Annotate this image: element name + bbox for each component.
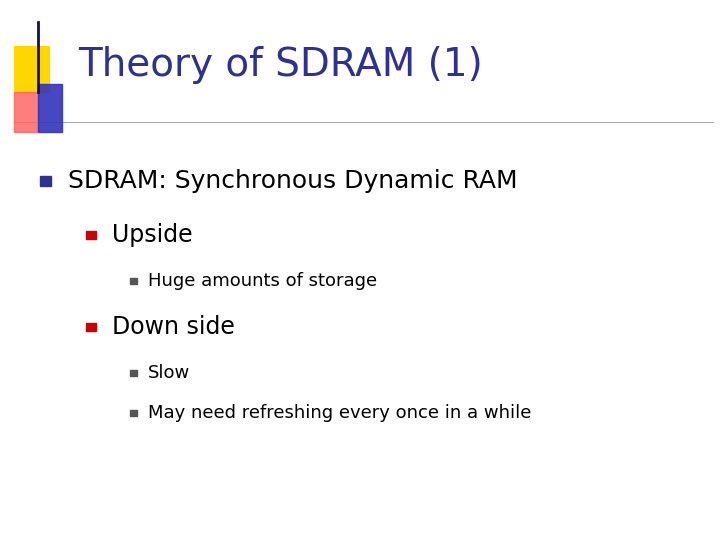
Bar (38, 84, 62, 132)
Bar (130, 278, 137, 284)
Text: Huge amounts of storage: Huge amounts of storage (148, 272, 377, 290)
Text: Slow: Slow (148, 363, 190, 382)
Bar (86, 231, 96, 239)
Bar (14, 46, 49, 92)
Text: May need refreshing every once in a while: May need refreshing every once in a whil… (148, 404, 531, 422)
Bar (130, 369, 137, 376)
Bar (86, 322, 96, 331)
Text: SDRAM: Synchronous Dynamic RAM: SDRAM: Synchronous Dynamic RAM (68, 169, 518, 193)
Text: Upside: Upside (112, 223, 192, 247)
Bar (14, 92, 38, 132)
Bar (40, 176, 51, 186)
Bar (130, 410, 137, 416)
Text: Theory of SDRAM (1): Theory of SDRAM (1) (78, 46, 482, 84)
Text: Down side: Down side (112, 315, 235, 339)
